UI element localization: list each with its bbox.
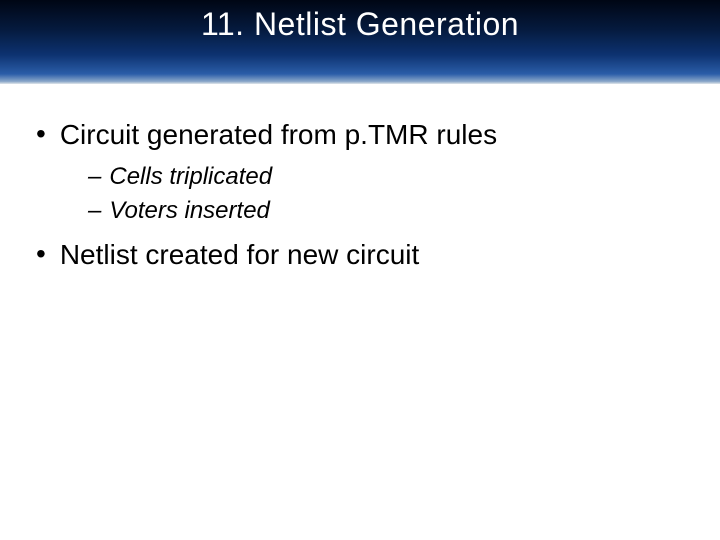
sub-bullet-item: – Cells triplicated (30, 162, 690, 192)
bullet-text: Netlist created for new circuit (60, 238, 419, 272)
bullet-item: • Netlist created for new circuit (30, 238, 690, 272)
dash-marker-icon: – (88, 162, 101, 192)
slide-title: 11. Netlist Generation (201, 6, 519, 43)
bullet-text: Circuit generated from p.TMR rules (60, 118, 497, 152)
bullet-marker-icon: • (36, 238, 46, 270)
sub-bullet-text: Cells triplicated (109, 162, 272, 192)
slide-body: • Circuit generated from p.TMR rules – C… (0, 84, 720, 272)
sub-bullet-text: Voters inserted (109, 196, 270, 226)
sub-bullet-group: – Cells triplicated – Voters inserted (30, 162, 690, 226)
sub-bullet-item: – Voters inserted (30, 196, 690, 226)
bullet-marker-icon: • (36, 118, 46, 150)
title-bar: 11. Netlist Generation (0, 0, 720, 84)
dash-marker-icon: – (88, 196, 101, 226)
bullet-item: • Circuit generated from p.TMR rules (30, 118, 690, 152)
